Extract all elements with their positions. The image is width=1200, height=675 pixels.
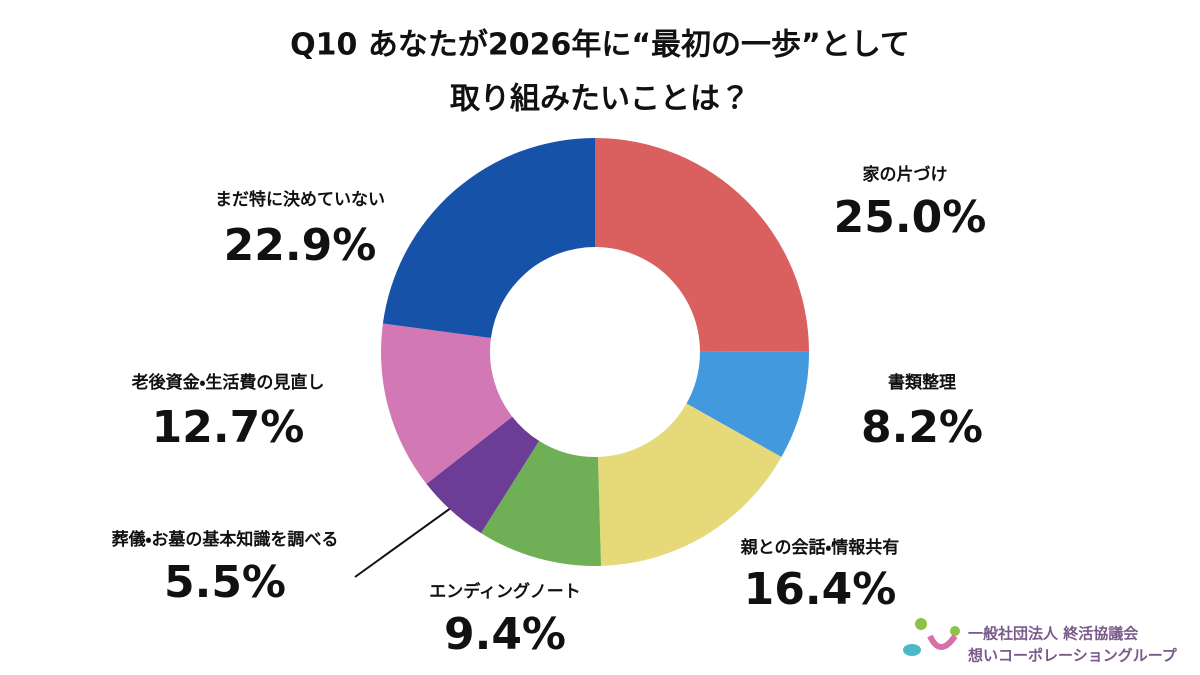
value-label: 12.7% [152,402,305,453]
category-label: 葬儀・お墓の基本知識を調べる [112,529,339,550]
logo-mark [927,634,958,650]
donut-slice [595,138,809,352]
donut-slice [382,138,595,339]
logo: 一般社団法人 終活協議会 想いコーポレーショングループ [903,618,1178,665]
leader-line [354,504,456,578]
value-label: 9.4% [444,609,566,660]
logo-text: 一般社団法人 終活協議会 [968,625,1139,643]
logo-mark [903,644,921,656]
donut-slice [597,403,782,566]
value-label: 5.5% [164,557,286,608]
donut-slice [481,440,602,566]
value-label: 16.4% [744,564,897,615]
chart-title: 取り組みたいことは？ [450,82,750,117]
value-label: 25.0% [834,192,987,243]
logo-text: 想いコーポレーショングループ [967,647,1178,665]
category-label: エンディングノート [429,581,580,602]
donut-slice [686,351,810,458]
category-label: まだ特に決めていない [215,189,385,210]
value-label: 22.9% [224,220,377,271]
category-label: 老後資金・生活費の見直し [131,372,325,393]
value-label: 8.2% [861,402,983,453]
donut-slice [381,323,513,484]
category-label: 書類整理 [888,372,956,393]
logo-dot [915,618,927,630]
category-label: 家の片づけ [863,164,948,185]
category-label: 親との会話・情報共有 [740,537,900,558]
chart-title: Q10 あなたが2026年に“最初の一歩”として [290,28,910,63]
donut-slice [426,416,540,534]
logo-dot [950,626,960,636]
